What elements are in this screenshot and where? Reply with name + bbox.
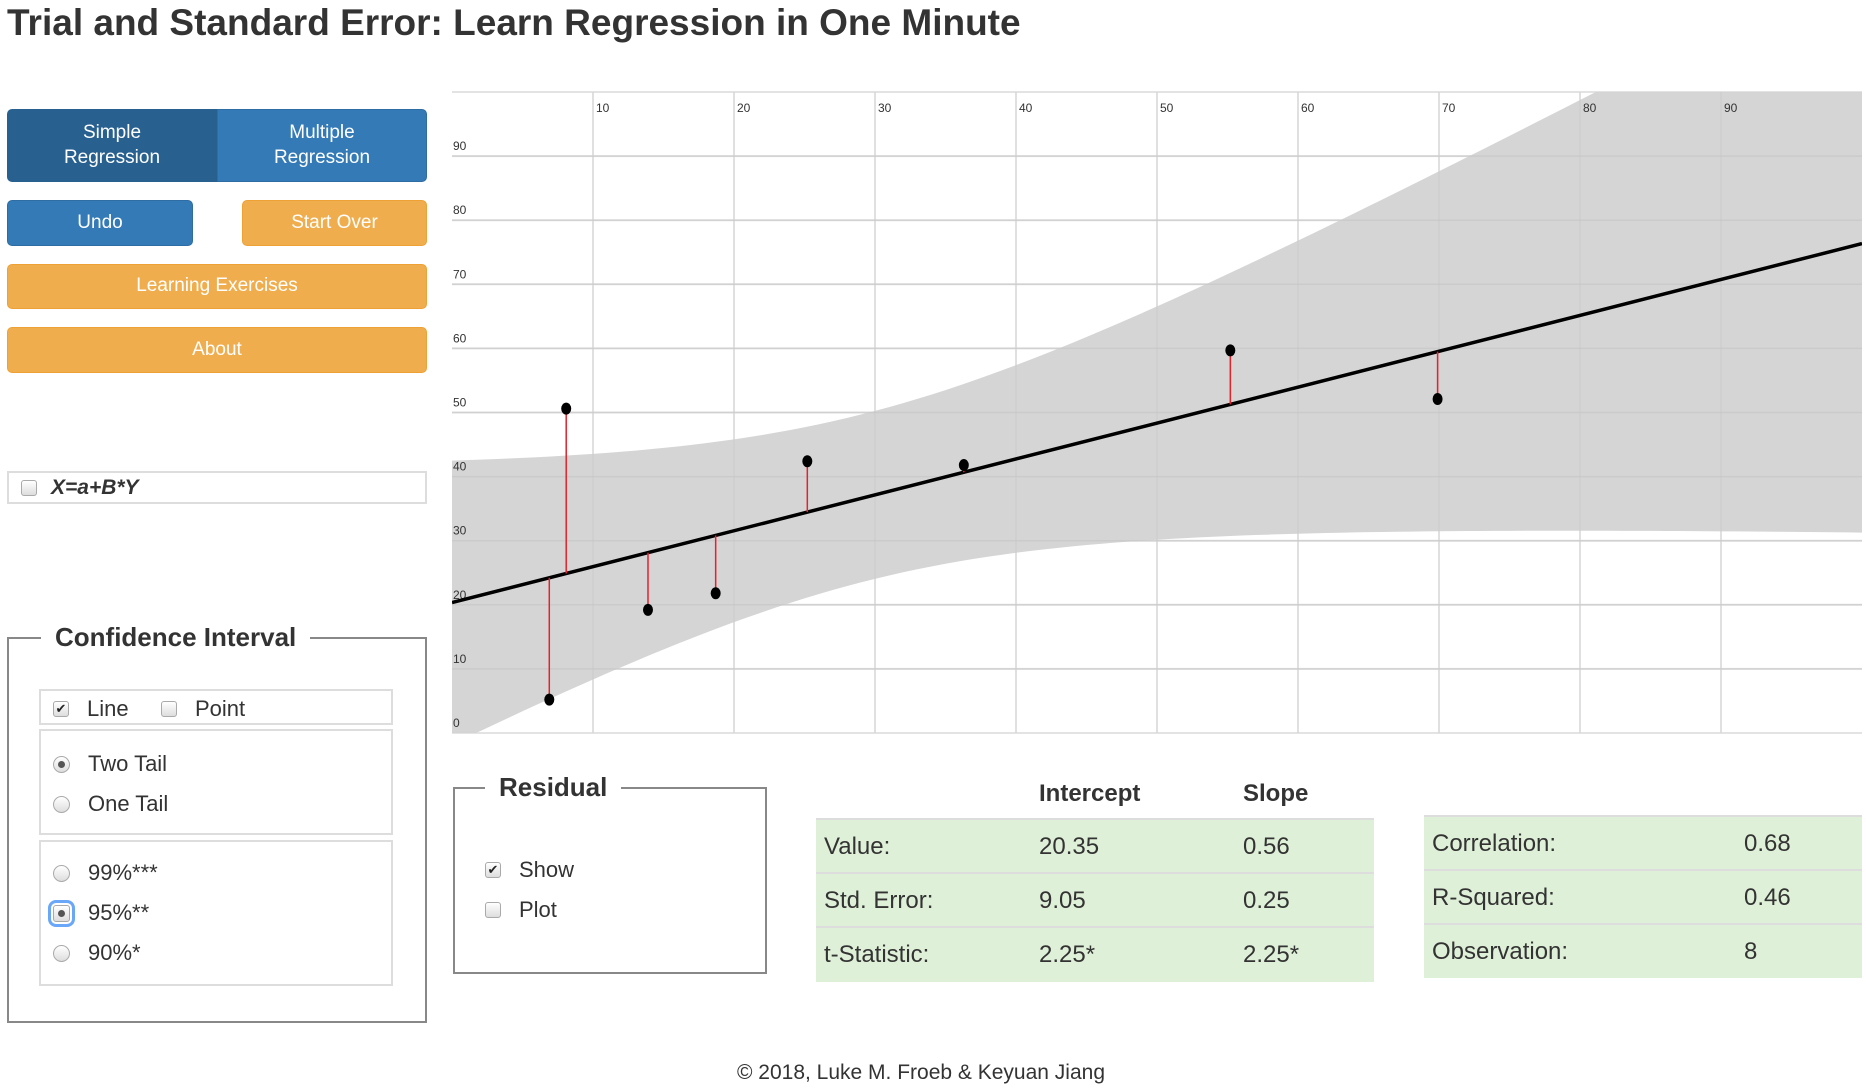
x-tick-label: 10 — [596, 101, 610, 115]
tab-multiple-regression[interactable]: Multiple Regression — [217, 109, 427, 182]
confidence-interval-panel: Confidence Interval — [7, 622, 427, 1023]
table-row: Correlation: 0.68 — [1424, 815, 1862, 869]
two-tail-label: Two Tail — [88, 751, 168, 776]
y-tick-label: 60 — [453, 331, 467, 345]
correlation-value: 0.68 — [1744, 830, 1791, 857]
y-tick-label: 70 — [453, 267, 467, 281]
coefficient-table: Value: 20.35 0.56 Std. Error: 9.05 0.25 t-St… — [816, 818, 1374, 982]
residual-plot-label: Plot — [519, 897, 557, 922]
x-tick-label: 30 — [878, 101, 892, 115]
row-label: Observation: — [1432, 938, 1569, 965]
intercept-t-stat: 2.25* — [1039, 941, 1096, 968]
reverse-regression-label: X=a+B*Y — [51, 476, 139, 499]
x-tick-label: 60 — [1301, 101, 1315, 115]
r-squared-value: 0.46 — [1744, 884, 1791, 911]
one-tail-radio[interactable] — [53, 795, 70, 813]
row-label: R-Squared: — [1432, 884, 1555, 911]
table-row: t-Statistic: 2.25* 2.25* — [816, 926, 1374, 980]
y-tick-label: 40 — [453, 460, 467, 474]
level-95-label: 95%** — [88, 900, 150, 925]
observation-value: 8 — [1744, 938, 1758, 965]
about-button[interactable]: About — [7, 327, 427, 373]
y-tick-label: 0 — [453, 716, 460, 730]
ci-point-label: Point — [195, 696, 246, 721]
y-tick-label: 30 — [453, 524, 467, 538]
residual-legend: Residual — [499, 772, 608, 802]
level-95-radio[interactable] — [48, 899, 75, 927]
slope-header: Slope — [1243, 780, 1309, 807]
regression-line — [452, 241, 1862, 605]
row-label: Correlation: — [1432, 830, 1557, 857]
slope-value: 0.56 — [1243, 833, 1290, 860]
data-point[interactable] — [958, 459, 969, 472]
row-label: t-Statistic: — [824, 941, 930, 968]
confidence-band-group — [452, 92, 1862, 733]
two-tail-radio[interactable] — [53, 755, 70, 773]
data-point[interactable] — [802, 455, 813, 468]
ci-tail-box: Two Tail One Tail — [39, 729, 393, 835]
intercept-value: 20.35 — [1039, 833, 1100, 860]
reverse-regression-box: X=a+B*Y — [7, 471, 427, 504]
footer-copyright: © 2018, Luke M. Froeb & Keyuan Jiang — [736, 1061, 1106, 1084]
one-tail-label: One Tail — [88, 791, 169, 816]
x-tick-label: 70 — [1442, 101, 1456, 115]
fit-statistics-table: Correlation: 0.68 R-Squared: 0.46 Observat… — [1424, 815, 1862, 978]
level-99-label: 99%*** — [88, 860, 158, 885]
tab-simple-regression[interactable]: Simple Regression — [7, 109, 217, 182]
x-tick-label: 20 — [737, 101, 751, 115]
slope-std-error: 0.25 — [1243, 887, 1290, 914]
ci-point-checkbox[interactable] — [161, 701, 177, 717]
row-label: Std. Error: — [824, 887, 934, 914]
residual-show-checkbox[interactable]: ✔ — [485, 862, 501, 878]
x-tick-label: 80 — [1583, 101, 1597, 115]
table-row: R-Squared: 0.46 — [1424, 869, 1862, 923]
data-point[interactable] — [710, 587, 721, 600]
data-point[interactable] — [544, 693, 555, 706]
data-point[interactable] — [642, 603, 653, 616]
y-tick-label: 50 — [453, 396, 467, 410]
ci-level-box: 99%*** 95%** 90%* — [39, 840, 393, 986]
intercept-header: Intercept — [1039, 780, 1141, 807]
y-tick-label: 90 — [453, 139, 467, 153]
x-tick-label: 50 — [1160, 101, 1174, 115]
residual-plot-checkbox[interactable] — [485, 902, 501, 918]
table-row: Value: 20.35 0.56 — [816, 818, 1374, 872]
data-point[interactable] — [1432, 393, 1443, 406]
undo-button[interactable]: Undo — [7, 200, 193, 246]
x-tick-label: 90 — [1724, 101, 1738, 115]
data-point[interactable] — [1225, 344, 1236, 357]
table-row: Std. Error: 9.05 0.25 — [816, 872, 1374, 926]
row-label: Value: — [824, 833, 891, 860]
reverse-regression-checkbox[interactable] — [21, 480, 37, 496]
residual-show-label: Show — [519, 857, 575, 882]
level-99-radio[interactable] — [53, 864, 70, 882]
slope-t-stat: 2.25* — [1243, 941, 1300, 968]
level-90-label: 90%* — [88, 940, 141, 965]
x-tick-label: 40 — [1019, 101, 1033, 115]
learning-exercises-button[interactable]: Learning Exercises — [7, 264, 427, 309]
y-tick-label: 80 — [453, 203, 467, 217]
table-row: Observation: 8 — [1424, 923, 1862, 977]
start-over-button[interactable]: Start Over — [242, 200, 427, 246]
residual-panel: Residual — [453, 772, 767, 974]
level-90-radio[interactable] — [53, 944, 70, 962]
ci-line-checkbox[interactable]: ✔ — [53, 701, 69, 717]
data-point[interactable] — [561, 402, 572, 415]
ci-line-label: Line — [87, 696, 129, 721]
y-tick-label: 10 — [453, 652, 467, 666]
ci-display-box: ✔ Line Point — [39, 689, 393, 725]
page-title: Trial and Standard Error: Learn Regressi… — [7, 2, 1021, 43]
intercept-std-error: 9.05 — [1039, 887, 1086, 914]
confidence-interval-legend: Confidence Interval — [55, 622, 297, 652]
